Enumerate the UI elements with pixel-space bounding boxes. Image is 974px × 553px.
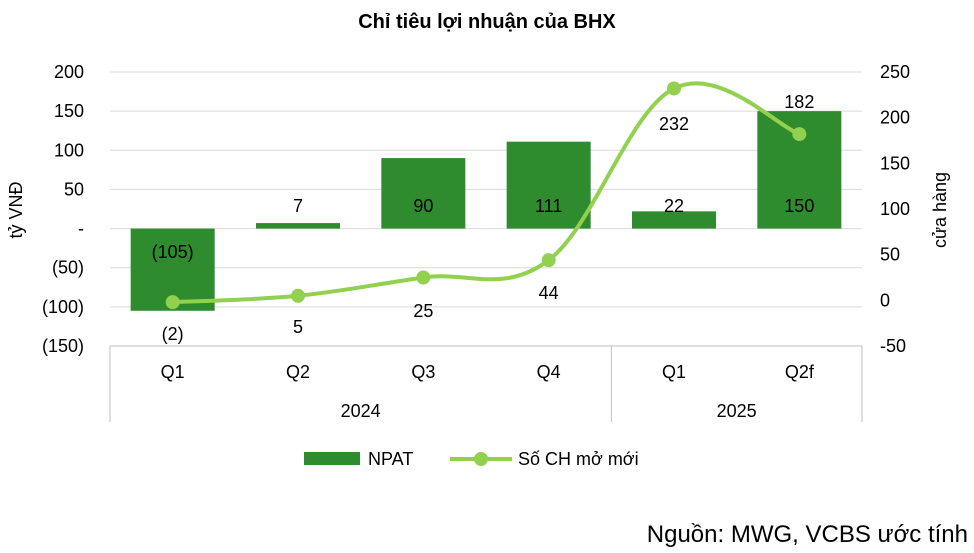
store-openings-point (291, 288, 305, 303)
store-openings-point (667, 81, 681, 96)
store-openings-data-label: 25 (413, 301, 433, 321)
store-openings-point (792, 127, 807, 142)
npat-data-label: 90 (413, 196, 433, 216)
store-openings-point (541, 253, 556, 268)
x-group-label: 2024 (341, 401, 381, 421)
x-tick-label: Q1 (161, 362, 185, 382)
npat-data-label: (105) (152, 242, 194, 262)
legend-npat-swatch (304, 452, 360, 465)
store-openings-point (416, 270, 431, 285)
gridlines (110, 71, 862, 347)
y-left-tick-label: 50 (64, 179, 84, 199)
y-right-tick-label: 100 (880, 199, 910, 219)
data-labels: (105) 7 90 111 22 150 (2) 5 25 44 232 182 (152, 92, 815, 344)
x-tick-label: Q3 (411, 362, 435, 382)
y-left-tick-label: - (78, 219, 84, 239)
npat-data-label: 7 (293, 196, 303, 216)
y-right-tick-label: 150 (880, 153, 910, 173)
y-left-tick-label: 100 (54, 140, 84, 160)
y-left-tick-label: (150) (42, 336, 84, 356)
npat-bar (506, 141, 591, 229)
npat-data-label: 22 (664, 196, 684, 216)
y-right-tick-label: 200 (880, 108, 910, 128)
store-openings-data-label: 44 (539, 283, 559, 303)
x-tick-label: Q4 (537, 362, 561, 382)
y-left-tick-label: 150 (54, 101, 84, 121)
x-group-label: 2025 (717, 401, 757, 421)
store-openings-point (165, 295, 180, 310)
y-left-tick-label: (100) (42, 297, 84, 317)
store-openings-data-label: (2) (162, 324, 184, 344)
x-tick-label: Q2f (785, 362, 815, 382)
npat-bar (381, 158, 466, 229)
line-series (165, 81, 807, 310)
y-right-tick-label: 250 (880, 62, 910, 82)
source-note: Nguồn: MWG, VCBS ước tính (646, 521, 968, 548)
y-right-tick-label: 50 (880, 245, 900, 265)
x-tick-label: Q1 (662, 362, 686, 382)
y-left-tick-label: (50) (52, 258, 84, 278)
axes: 20015010050-(50)(100)(150)25020015010050… (6, 62, 950, 422)
y-right-tick-label: -50 (880, 336, 906, 356)
npat-bar (632, 211, 716, 229)
store-openings-data-label: 232 (659, 114, 689, 134)
y-right-tick-label: 0 (880, 290, 890, 310)
npat-data-label: 111 (535, 196, 562, 216)
y-right-axis-title: cửa hàng (930, 172, 950, 248)
npat-bar (256, 223, 340, 229)
legend: NPAT Số CH mở mới (304, 449, 639, 469)
store-openings-data-label: 5 (293, 317, 303, 337)
chart-title: Chỉ tiêu lợi nhuận của BHX (358, 11, 616, 33)
y-left-axis-title: tỷ VNĐ (6, 181, 26, 238)
legend-npat-label: NPAT (368, 449, 413, 469)
x-tick-label: Q2 (286, 362, 310, 382)
npat-data-label: 150 (784, 196, 814, 216)
legend-line-marker (474, 452, 488, 466)
store-openings-line (172, 81, 801, 305)
legend-line-label: Số CH mở mới (518, 449, 639, 469)
store-openings-data-label: 182 (784, 92, 814, 112)
y-left-tick-label: 200 (54, 62, 84, 82)
